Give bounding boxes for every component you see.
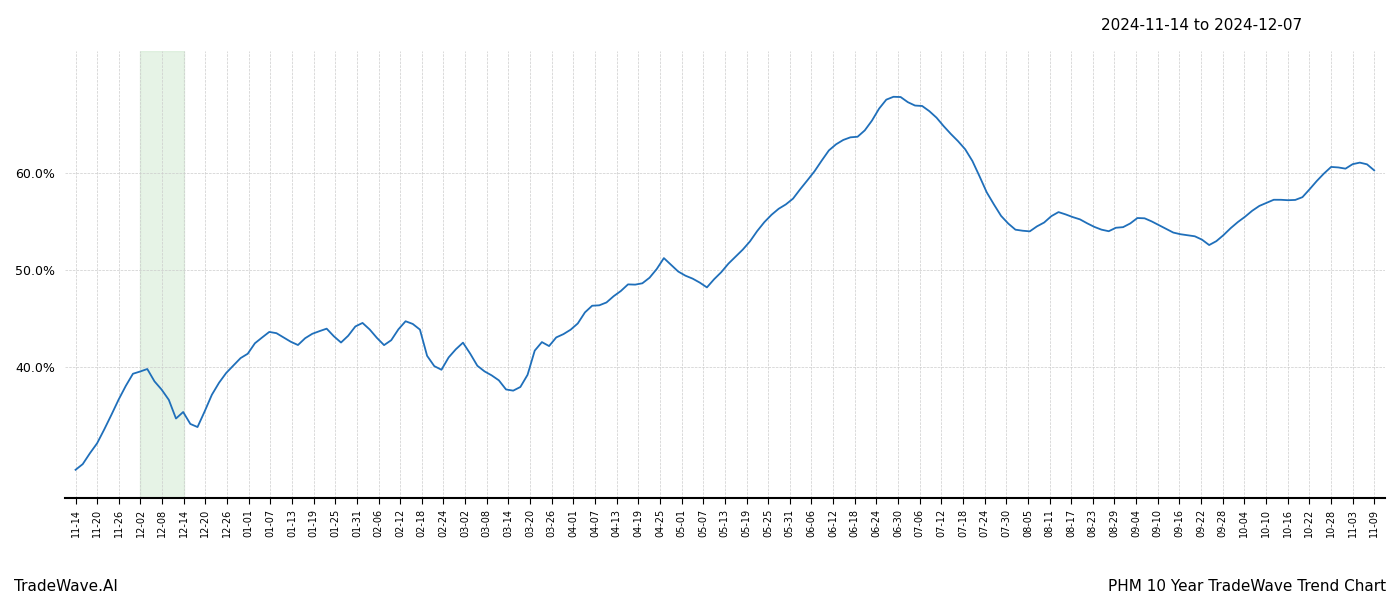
Text: PHM 10 Year TradeWave Trend Chart: PHM 10 Year TradeWave Trend Chart <box>1107 579 1386 594</box>
Text: 2024-11-14 to 2024-12-07: 2024-11-14 to 2024-12-07 <box>1100 18 1302 33</box>
Bar <box>140 51 183 498</box>
Text: TradeWave.AI: TradeWave.AI <box>14 579 118 594</box>
